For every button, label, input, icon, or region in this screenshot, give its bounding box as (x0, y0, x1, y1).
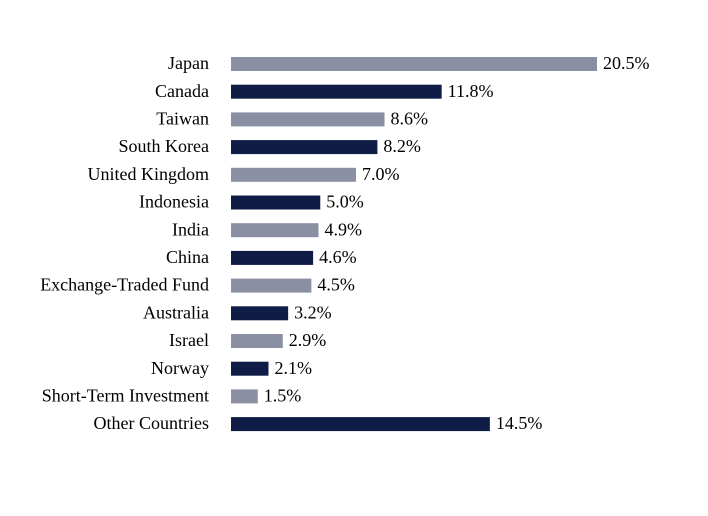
category-label: Australia (143, 302, 209, 322)
category-label: Israel (169, 330, 209, 350)
category-label: Short-Term Investment (42, 386, 209, 406)
bar (231, 57, 597, 71)
category-label: Indonesia (139, 192, 209, 212)
bar (231, 278, 312, 293)
bar (231, 195, 321, 210)
value-label: 2.1% (274, 358, 312, 378)
bar (231, 223, 319, 238)
value-label: 8.2% (383, 136, 421, 156)
bar (231, 306, 289, 321)
value-label: 1.5% (264, 386, 302, 406)
category-label: Canada (155, 81, 209, 101)
bar (231, 112, 385, 127)
category-label: South Korea (119, 136, 209, 156)
value-label: 14.5% (496, 413, 543, 433)
value-label: 11.8% (448, 81, 494, 101)
category-label: Japan (168, 53, 209, 73)
bar (231, 84, 442, 99)
value-label: 2.9% (289, 330, 327, 350)
category-label: Exchange-Traded Fund (40, 275, 209, 295)
value-label: 3.2% (294, 302, 332, 322)
bar (231, 389, 258, 404)
bar (231, 334, 283, 348)
value-label: 7.0% (362, 164, 400, 184)
value-label: 8.6% (391, 109, 429, 129)
category-label: Taiwan (156, 109, 209, 129)
value-label: 20.5% (603, 53, 650, 73)
bar (231, 417, 490, 432)
bar (231, 250, 314, 265)
value-label: 5.0% (326, 192, 364, 212)
bar (231, 361, 269, 376)
value-label: 4.9% (324, 219, 362, 239)
category-label: China (166, 247, 209, 267)
bar (231, 140, 378, 155)
category-label: United Kingdom (88, 164, 210, 184)
category-label: Other Countries (94, 413, 209, 433)
value-label: 4.6% (319, 247, 357, 267)
bar (231, 167, 356, 182)
category-label: Norway (151, 358, 209, 378)
category-label: India (172, 219, 209, 239)
value-label: 4.5% (317, 275, 355, 295)
